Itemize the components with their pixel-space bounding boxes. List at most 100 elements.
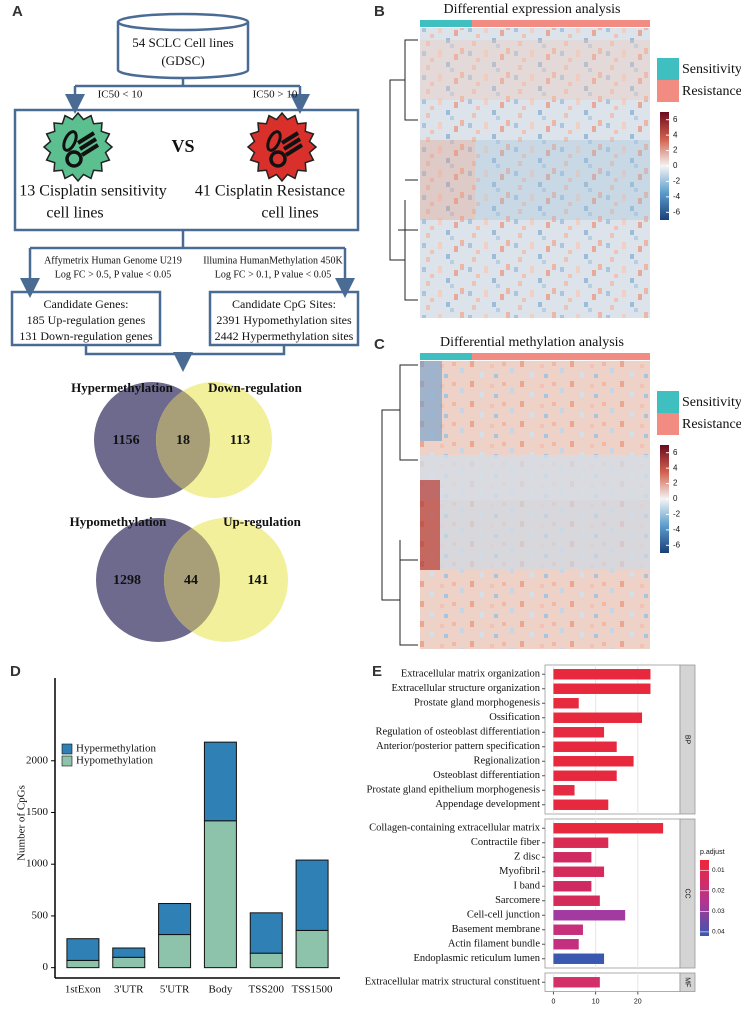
heatmap-band xyxy=(475,140,650,220)
bar xyxy=(553,823,664,834)
group-box xyxy=(13,108,360,232)
bar xyxy=(553,727,605,738)
colorbar-label: 0 xyxy=(673,494,678,503)
colorbar-label: 4 xyxy=(673,130,678,139)
x-tick-label: 0 xyxy=(551,998,555,1005)
venn-count: 18 xyxy=(176,433,190,448)
legend-swatch xyxy=(657,391,679,413)
bar-segment xyxy=(249,912,283,954)
category-label: Contractile fiber xyxy=(471,837,541,848)
panel-a: 54 SCLC Cell lines (GDSC) IC50 < 10 IC50… xyxy=(10,12,360,642)
legend-label: Resistance xyxy=(682,417,741,432)
legend-swatch xyxy=(61,743,73,755)
y-tick-label: 1000 xyxy=(26,858,49,870)
colorbar-label: -4 xyxy=(673,192,681,201)
bar xyxy=(553,741,617,752)
bar xyxy=(553,953,605,964)
facet-label: CC xyxy=(684,888,691,898)
colorbar-label: 2 xyxy=(673,146,678,155)
bar xyxy=(553,910,626,921)
candidate-text: Candidate CpG Sites: xyxy=(232,297,336,311)
bar xyxy=(553,683,651,694)
pill xyxy=(266,130,282,152)
pill xyxy=(280,131,304,157)
legend-label: Sensitivity xyxy=(682,395,741,410)
y-tick-label: 500 xyxy=(32,909,49,921)
annotation-bar xyxy=(472,353,650,360)
bar xyxy=(553,895,600,906)
venn-count: 1156 xyxy=(112,433,139,448)
facet-strip xyxy=(679,664,696,815)
platform-text: Log FC > 0.5, P value < 0.05 xyxy=(55,269,171,280)
split-label: IC50 > 10 xyxy=(253,89,298,101)
vs: VS xyxy=(171,136,194,156)
category-label: Osteoblast differentiation xyxy=(433,770,541,781)
bar xyxy=(553,866,605,877)
source-text: 54 SCLC Cell lines xyxy=(132,35,233,50)
platform-text: Log FC > 0.1, P value < 0.05 xyxy=(215,269,331,280)
bar-segment xyxy=(112,956,146,969)
legend-swatch xyxy=(61,755,73,767)
group-text: 41 Cisplatin Resistance xyxy=(195,183,345,200)
bar xyxy=(553,698,579,709)
pill xyxy=(76,131,100,157)
dendrogram xyxy=(381,364,418,646)
sensitive-icon xyxy=(42,111,114,183)
colorbar xyxy=(700,860,709,936)
bar xyxy=(553,837,609,848)
bar xyxy=(553,756,634,767)
x-tick-label: TSS1500 xyxy=(292,984,333,996)
colorbar-label: 0.01 xyxy=(712,867,725,874)
bar xyxy=(553,924,583,935)
heatmap-band xyxy=(420,40,650,100)
y-tick-label: 0 xyxy=(43,961,49,973)
category-label: Basement membrane xyxy=(452,924,541,935)
candidate-text: Candidate Genes: xyxy=(44,297,129,311)
colorbar xyxy=(660,112,669,220)
platform-text: Affymetrix Human Genome U219 xyxy=(44,255,182,266)
connector xyxy=(30,230,345,250)
legend-label: Resistance xyxy=(682,84,741,99)
x-tick-label: Body xyxy=(208,984,232,996)
annotation-bar xyxy=(420,20,472,27)
facet-label: BP xyxy=(684,735,691,745)
panel-label: D xyxy=(10,663,21,680)
colorbar-label: 6 xyxy=(673,115,678,124)
colorbar-label: 6 xyxy=(673,448,678,457)
heatmap-band xyxy=(420,361,442,441)
pill xyxy=(62,130,78,152)
category-label: Cell-cell junction xyxy=(467,910,541,921)
legend-label: Hypermethylation xyxy=(76,743,157,755)
venn-label: Hypomethylation xyxy=(70,514,168,529)
heatmap-band xyxy=(440,500,650,570)
category-label: Regulation of osteoblast differentiation xyxy=(375,727,540,738)
x-tick-label: 5'UTR xyxy=(160,984,190,996)
bar-segment xyxy=(295,929,329,969)
venn-label: Down-regulation xyxy=(208,380,302,395)
colorbar-label: -2 xyxy=(673,177,681,186)
legend-swatch xyxy=(657,58,679,80)
colorbar-title: p.adjust xyxy=(700,849,725,856)
colorbar-label: 0.02 xyxy=(712,888,725,895)
category-label: Prostate gland epithelium morphogenesis xyxy=(366,785,540,796)
y-axis-title: Number of CpGs xyxy=(16,785,28,861)
venn-count: 141 xyxy=(248,573,269,588)
heatmap-title: Differential expression analysis xyxy=(443,2,620,17)
cylinder xyxy=(116,22,250,80)
colorbar-label: -6 xyxy=(673,207,681,216)
category-label: Actin filament bundle xyxy=(448,939,540,950)
venn-overlap xyxy=(156,382,210,498)
candidate-text: 131 Down-regulation genes xyxy=(19,329,153,343)
heatmap-band xyxy=(420,140,475,220)
heatmap-title: Differential methylation analysis xyxy=(440,335,624,350)
x-tick-label: TSS200 xyxy=(249,984,285,996)
x-tick-label: 1stExon xyxy=(65,984,102,996)
heatmap-body xyxy=(420,28,650,318)
category-label: Extracellular matrix structural constitu… xyxy=(365,977,540,988)
bar xyxy=(553,852,592,863)
venn-label: Hypermethylation xyxy=(71,380,174,395)
venn-count: 113 xyxy=(230,433,250,448)
split-label: IC50 < 10 xyxy=(98,89,143,101)
bar xyxy=(553,669,651,680)
legend-label: Sensitivity xyxy=(682,62,741,77)
